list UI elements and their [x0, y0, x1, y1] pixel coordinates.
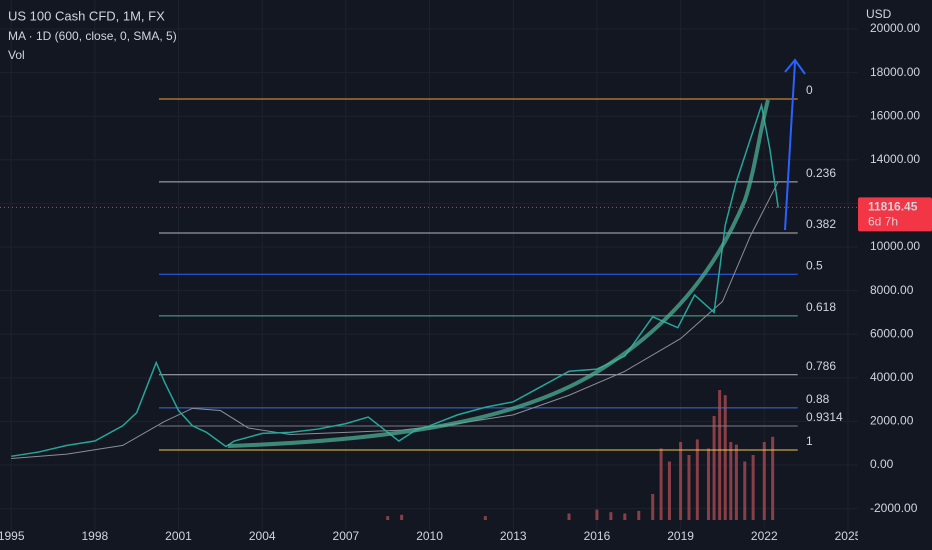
volume-bar	[723, 395, 727, 520]
volume-bar	[695, 439, 699, 520]
fib-label: 0.88	[806, 392, 830, 406]
plot-area: 1995 1998 2001 2004 2007 2010 2013 2016 2019 2022…	[0, 0, 862, 543]
y-tick-label: 16000.00	[870, 108, 920, 122]
y-tick-label: 20000.00	[870, 21, 920, 35]
price-axis: -2000.00 0.00 2000.00 4000.00 6000.00 8000.00…	[858, 21, 932, 515]
volume-bar	[718, 390, 722, 520]
volume-bar	[386, 516, 390, 520]
y-tick-label: -2000.00	[870, 501, 918, 515]
indicator-label: MA · 1D (600, close, 0, SMA, 5)	[8, 29, 177, 43]
x-tick-label: 1998	[81, 529, 108, 543]
volume-bar	[483, 516, 487, 520]
volume-label: Vol	[8, 48, 25, 62]
chart-title: US 100 Cash CFD, 1M, FX	[8, 8, 165, 23]
fib-label: 0.618	[806, 300, 836, 314]
x-tick-label: 2016	[584, 529, 611, 543]
fib-label: 0.9314	[806, 410, 843, 424]
volume-bar	[623, 513, 627, 520]
y-tick-label: 18000.00	[870, 65, 920, 79]
volume-bar	[734, 444, 738, 520]
last-price-box	[858, 197, 932, 232]
volume-bar	[609, 512, 613, 520]
last-price-label: 11816.45	[868, 200, 918, 214]
x-tick-label: 2013	[500, 529, 527, 543]
arrow-head	[784, 58, 806, 75]
y-tick-label: 0.00	[870, 457, 894, 471]
price-axis-panel	[858, 0, 932, 550]
fib-label: 0.382	[806, 217, 836, 231]
volume-bar	[679, 442, 683, 520]
countdown-label: 6d 7h	[868, 215, 898, 229]
volume-bar	[743, 461, 747, 520]
price-line	[11, 102, 779, 458]
fib-label: 0.236	[806, 166, 836, 180]
x-tick-label: 1995	[0, 529, 25, 543]
fib-label: 1	[806, 434, 813, 448]
x-tick-label: 2022	[751, 529, 778, 543]
x-tick-label: 2019	[667, 529, 694, 543]
volume-bar	[595, 509, 599, 520]
volume-bar	[659, 448, 663, 520]
y-tick-label: 8000.00	[870, 283, 914, 297]
volume-bar	[729, 442, 733, 520]
y-tick-label: 6000.00	[870, 326, 914, 340]
x-tick-label: 2004	[249, 529, 276, 543]
fib-label: 0	[806, 83, 813, 97]
currency-label: USD	[866, 7, 892, 21]
y-tick-label: 14000.00	[870, 152, 920, 166]
volume-bar	[751, 455, 755, 520]
y-tick-label: 10000.00	[870, 239, 920, 253]
moving-average	[11, 181, 779, 459]
x-tick-label: 2001	[165, 529, 192, 543]
fib-label: 0.5	[806, 258, 823, 272]
trend-curve	[227, 99, 770, 448]
volume-bar	[762, 442, 766, 520]
y-tick-label: 2000.00	[870, 414, 914, 428]
volume-bar	[651, 494, 655, 520]
x-tick-label: 2010	[416, 529, 443, 543]
arrow	[784, 61, 796, 231]
x-tick-label: 2007	[333, 529, 360, 543]
volume-bar	[637, 510, 641, 520]
volume-bar	[687, 455, 691, 520]
x-tick-label: 2025	[835, 529, 862, 543]
fib-label: 0.786	[806, 359, 836, 373]
volume-bar	[712, 416, 716, 520]
volume-bar	[667, 461, 671, 520]
volume-bar	[567, 513, 571, 520]
y-tick-label: 4000.00	[870, 370, 914, 384]
volume-bar	[400, 514, 404, 520]
volume-bar	[771, 436, 775, 520]
volume-bar	[706, 448, 710, 520]
